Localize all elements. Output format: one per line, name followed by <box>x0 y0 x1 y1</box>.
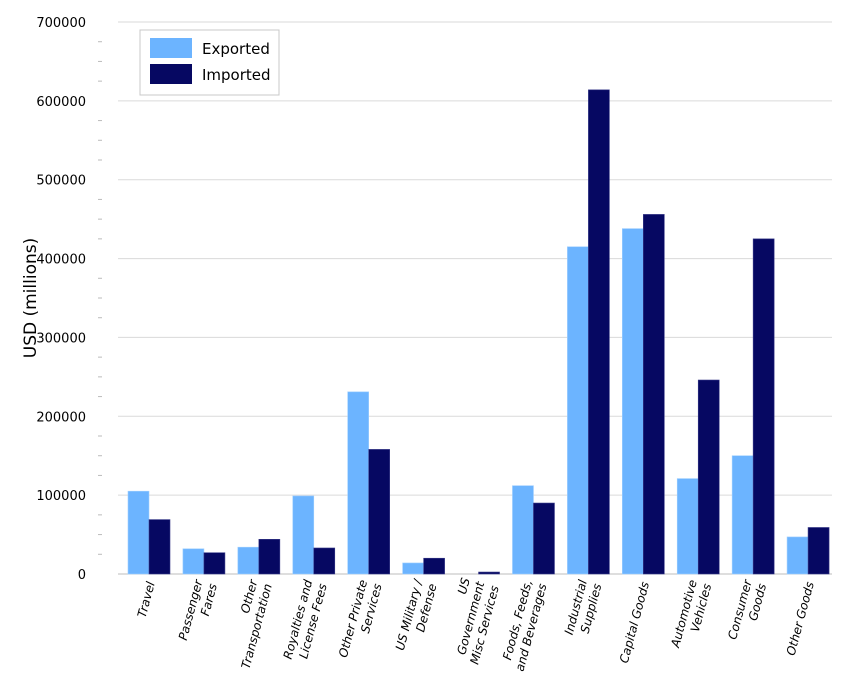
legend-swatch-exported <box>150 38 192 58</box>
bar-exported <box>182 548 205 575</box>
bar-exported <box>731 455 754 575</box>
x-tick-label-line: Travel <box>135 580 158 620</box>
bar-exported <box>512 485 534 575</box>
legend-swatch-imported <box>150 64 192 84</box>
y-tick-label: 700000 <box>36 16 86 31</box>
bar-imported <box>423 557 445 575</box>
bar-exported <box>292 495 315 575</box>
bar-imported <box>313 547 336 575</box>
x-tick-label-line: US <box>455 576 473 596</box>
bar-exported <box>237 546 260 575</box>
bar-imported <box>533 502 555 575</box>
bar-exported <box>786 536 809 575</box>
bar-imported <box>643 214 665 575</box>
y-tick-label: 500000 <box>36 174 86 189</box>
bar-imported <box>697 379 720 575</box>
y-tick-label: 300000 <box>36 331 86 346</box>
bar-imported <box>588 89 610 575</box>
y-tick-label: 200000 <box>36 410 86 425</box>
gridlines <box>118 21 832 575</box>
legend-label-exported: Exported <box>202 40 270 58</box>
bar-exported <box>127 490 150 575</box>
x-tick-label: US Military /Defense <box>393 576 440 652</box>
bar-imported <box>478 571 500 575</box>
bar-exported <box>347 391 369 575</box>
y-tick-label: 0 <box>78 568 86 583</box>
bar-exported <box>676 478 699 575</box>
x-tick-label-line: Other Goods <box>784 580 817 657</box>
bar-imported <box>203 552 226 575</box>
x-tick-label-line: Capital Goods <box>617 580 652 665</box>
bar-imported <box>148 519 171 575</box>
bar-exported <box>567 246 589 575</box>
x-tick-label: Other Goods <box>784 580 817 657</box>
x-tick-label: Capital Goods <box>617 580 652 665</box>
x-tick-label: Travel <box>135 580 158 620</box>
legend-label-imported: Imported <box>202 66 271 84</box>
bars <box>127 89 830 575</box>
bar-exported <box>622 228 644 575</box>
bar-imported <box>368 449 390 575</box>
y-tick-label: 100000 <box>36 489 86 504</box>
y-tick-label: 600000 <box>36 95 86 110</box>
x-tick-label: Foods, Feeds,and Beverages <box>500 578 549 672</box>
bar-imported <box>752 238 775 575</box>
bar-exported <box>402 562 424 575</box>
bar-imported <box>258 539 281 575</box>
y-axis: 0 100000 200000 300000 400000 500000 600000 700… <box>36 16 102 583</box>
y-axis-label: USD (millions) <box>21 238 41 358</box>
bar-imported <box>807 527 830 575</box>
y-tick-label: 400000 <box>36 253 86 268</box>
legend: Exported Imported <box>139 29 280 96</box>
